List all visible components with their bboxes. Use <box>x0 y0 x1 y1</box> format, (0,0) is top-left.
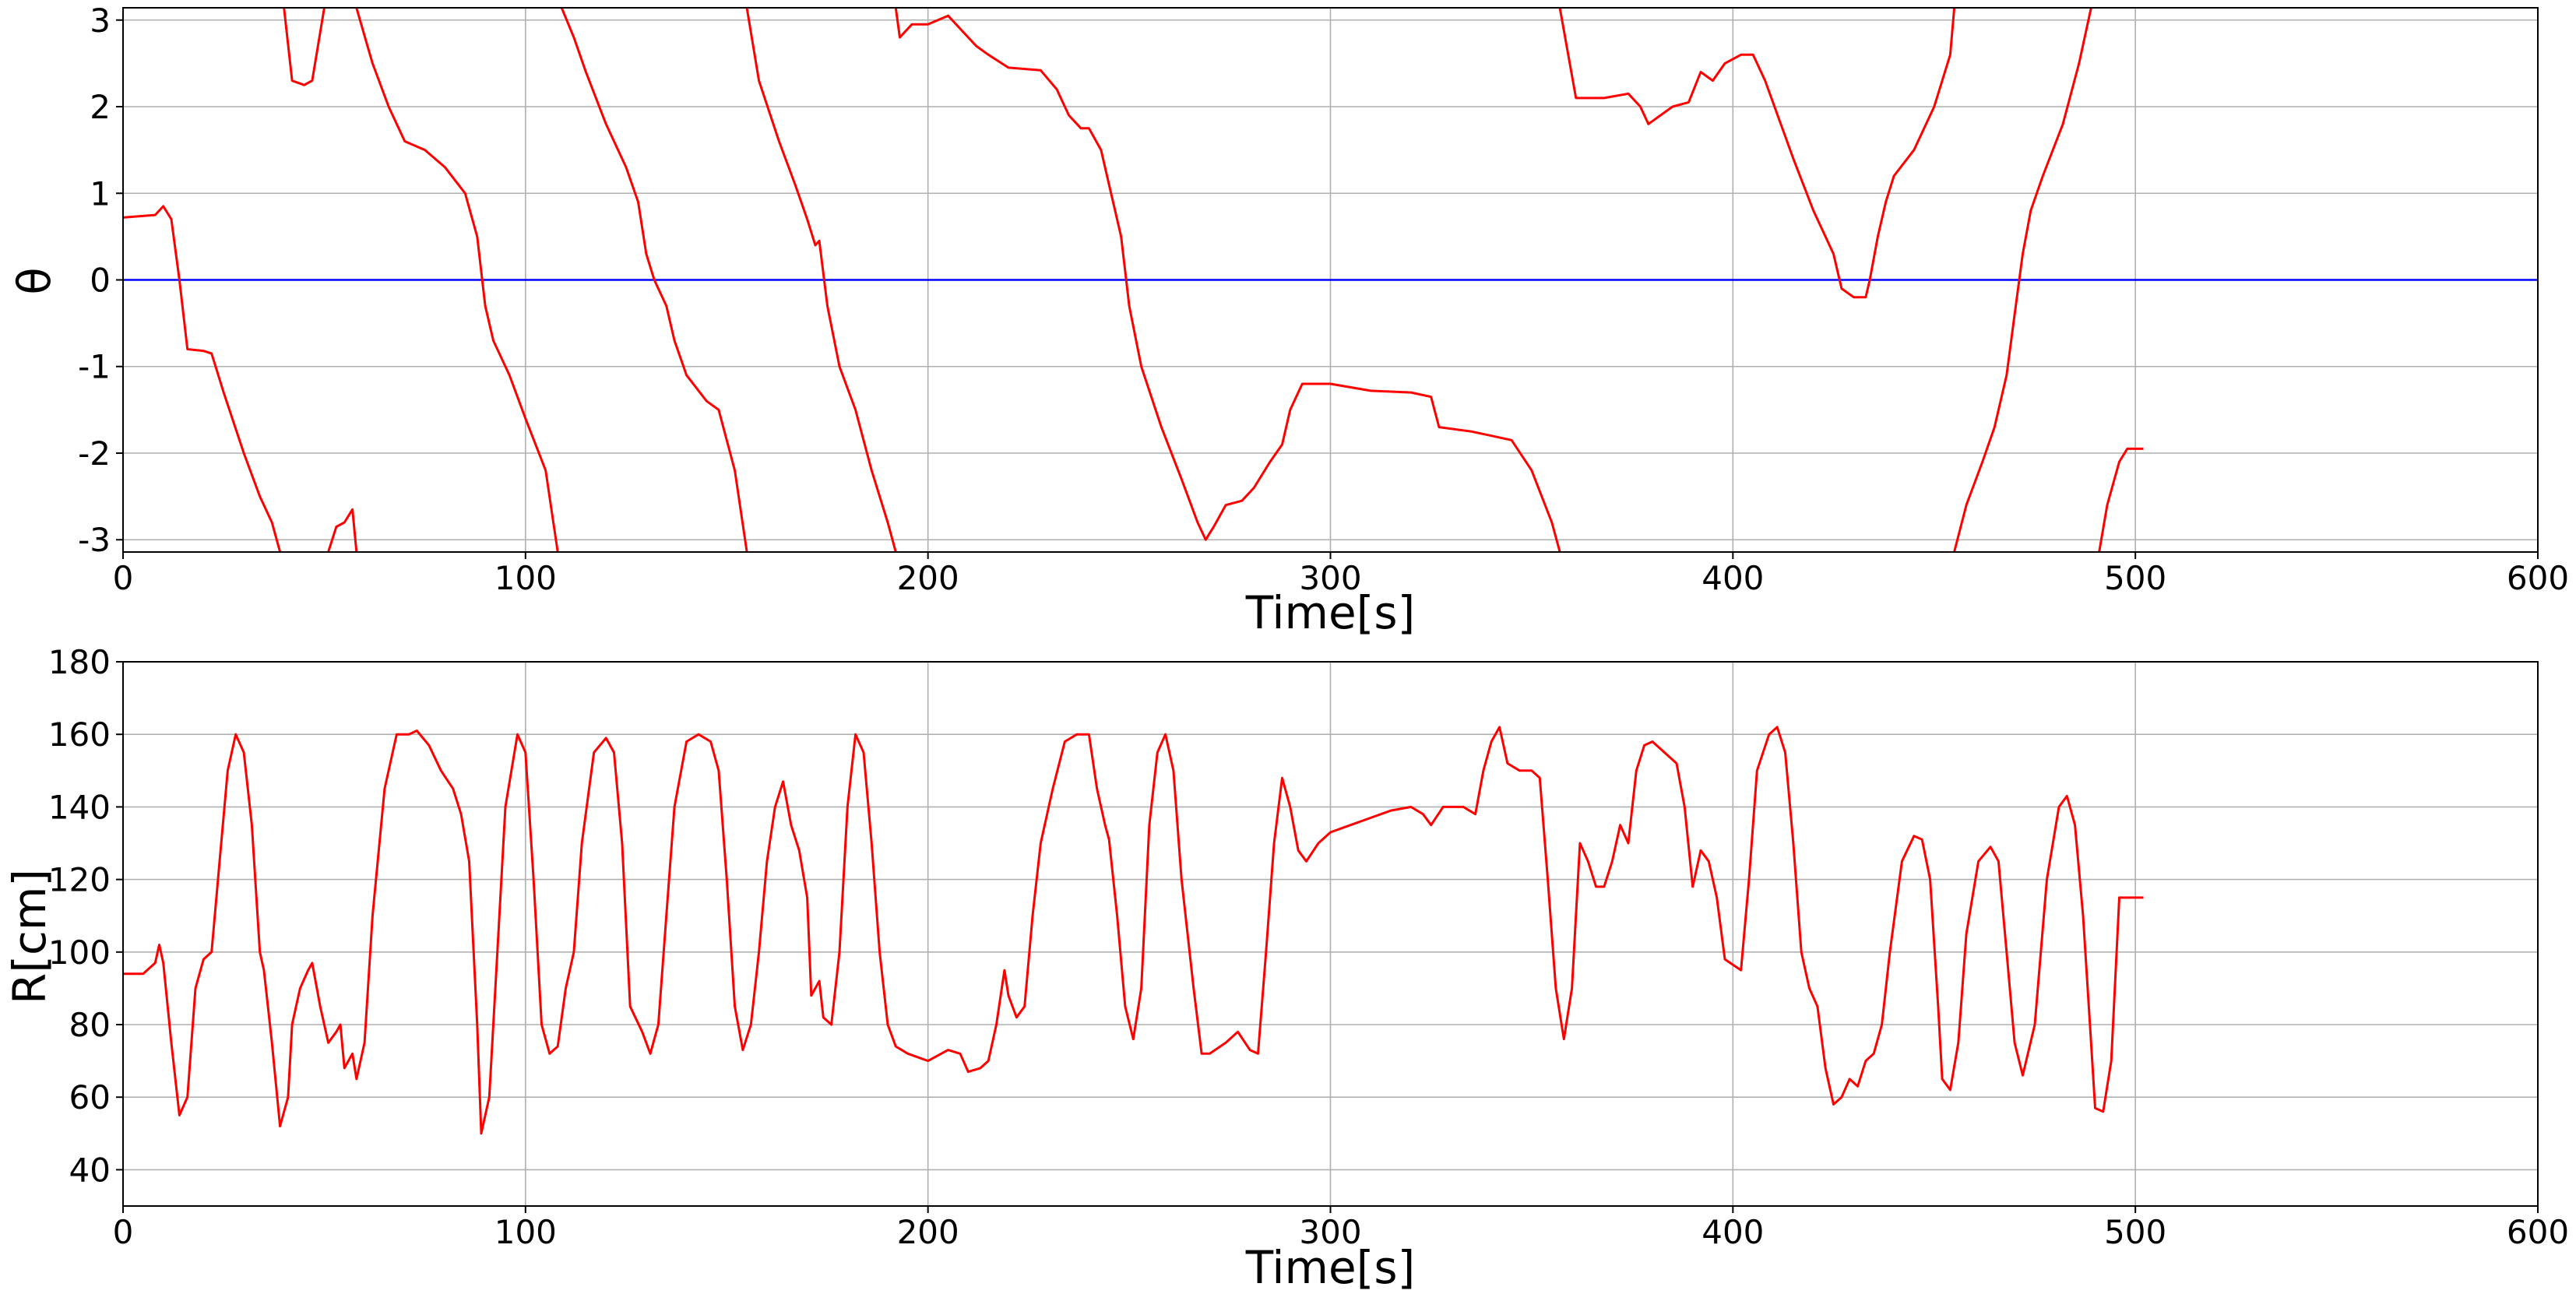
y-tick-label: 3 <box>90 2 111 40</box>
x-tick-label: 400 <box>1701 559 1764 597</box>
y-tick-label: 2 <box>90 88 111 126</box>
x-tick-label: 400 <box>1701 1213 1764 1251</box>
x-tick-label: 200 <box>897 559 959 597</box>
y-tick-label: 140 <box>48 788 111 826</box>
x-tick-label: 600 <box>2507 1213 2569 1251</box>
x-tick-label: 100 <box>494 559 557 597</box>
y-tick-label: 40 <box>69 1151 111 1189</box>
y-tick-label: 1 <box>90 174 111 213</box>
data-line <box>123 726 2144 1135</box>
x-tick-label: 300 <box>1299 559 1361 597</box>
x-tick-label: 300 <box>1299 1213 1361 1251</box>
y-tick-label: 0 <box>90 262 111 300</box>
x-tick-label: 500 <box>2104 1213 2166 1251</box>
y-tick-label: 80 <box>69 1006 111 1044</box>
x-tick-label: 0 <box>113 1213 134 1251</box>
x-tick-label: 600 <box>2507 559 2569 597</box>
y-tick-label: 180 <box>48 643 111 681</box>
y-tick-label: 120 <box>48 861 111 899</box>
y-axis-label: θ <box>8 267 61 295</box>
y-axis-label: R[cm] <box>3 869 56 1004</box>
x-axis-label: Time[s] <box>1245 586 1415 639</box>
y-tick-label: 60 <box>69 1078 111 1116</box>
x-tick-label: 200 <box>897 1213 959 1251</box>
x-tick-label: 500 <box>2104 559 2166 597</box>
y-tick-label: -3 <box>78 521 111 559</box>
plot: 0 100 200 300 400 500 600 -3 -2 -1 0 1 2 3 Time[s] θ <box>8 2 2569 639</box>
y-tick-label: 160 <box>48 716 111 754</box>
data-line <box>122 7 2144 553</box>
y-tick-label: -2 <box>78 434 111 473</box>
plot: 0 100 200 300 400 500 600 40 60 80 100 120 140 160 180… <box>3 643 2569 1294</box>
y-tick-label: 100 <box>48 934 111 972</box>
x-tick-label: 100 <box>494 1213 557 1251</box>
x-tick-label: 0 <box>113 559 134 597</box>
y-tick-label: -1 <box>78 348 111 386</box>
x-axis-label: Time[s] <box>1245 1241 1415 1294</box>
